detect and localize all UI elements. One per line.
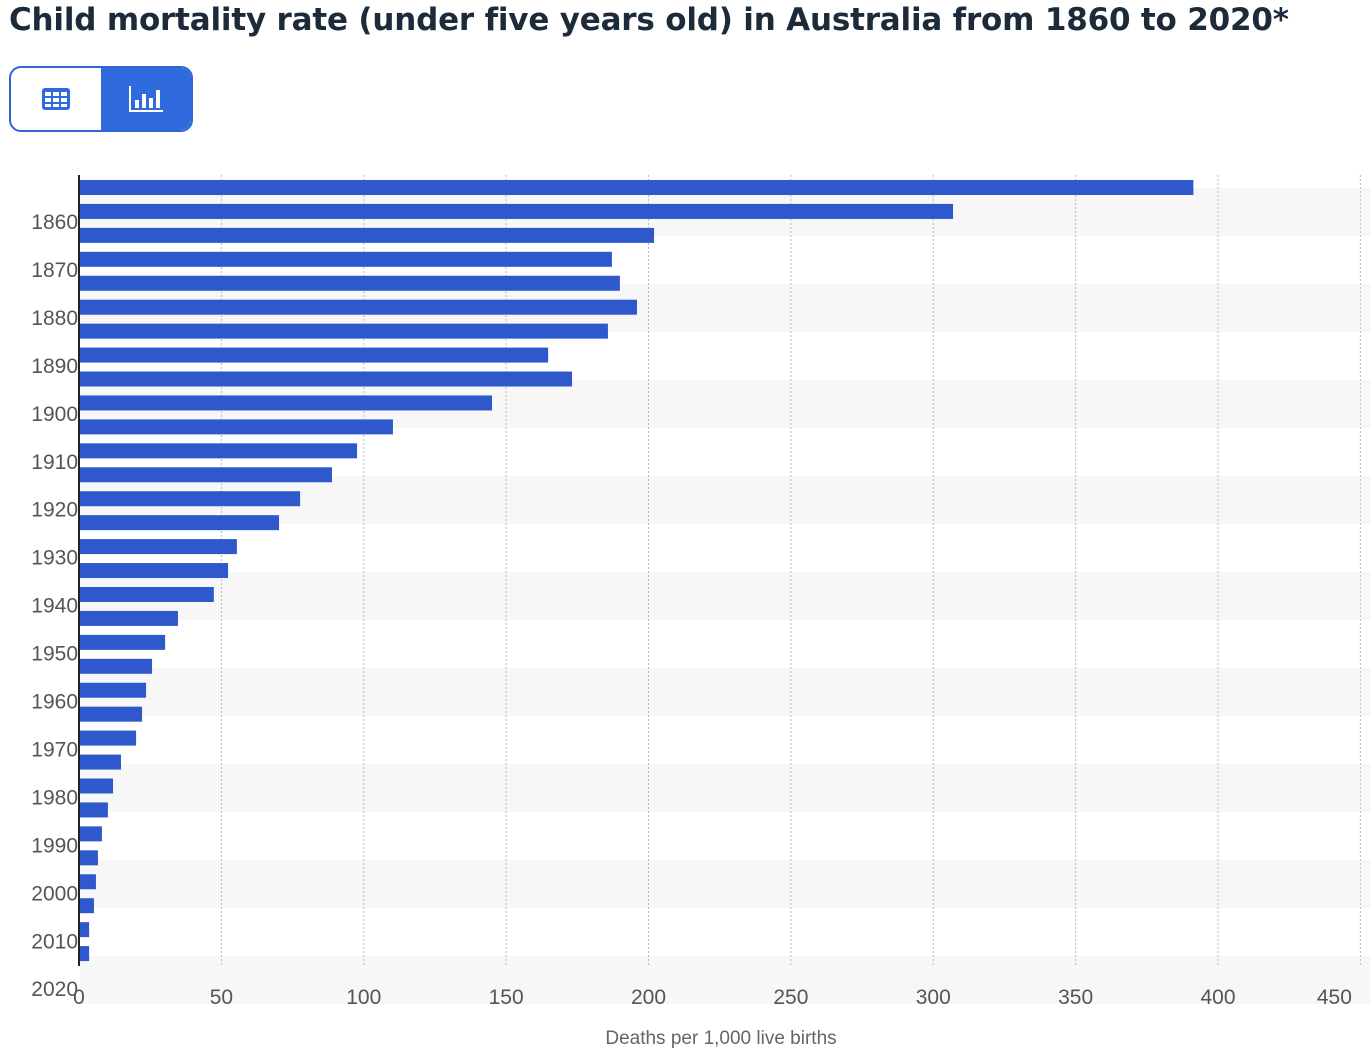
chart-title: Child mortality rate (under five years o… [9,2,1289,38]
x-tick-label: 400 [1200,986,1235,1009]
bar-1955[interactable] [80,634,166,650]
row-stripe [80,764,1370,812]
x-tick-label: 300 [916,986,951,1009]
x-tick-label: 0 [73,986,85,1009]
bar-1975[interactable] [80,730,137,746]
bar-2020[interactable] [80,946,90,962]
y-tick-label: 1870 [31,259,78,282]
y-tick-label: 2010 [31,930,78,953]
x-tick-label: 150 [489,986,524,1009]
x-tick-label: 200 [631,986,666,1009]
y-tick-label: 1880 [31,307,78,330]
bar-1935[interactable] [80,539,237,555]
bar-1885[interactable] [80,299,637,315]
row-stripe [80,860,1370,908]
table-icon [42,88,70,110]
bar-1920[interactable] [80,467,333,483]
bar-2000[interactable] [80,850,98,866]
bar-1890[interactable] [80,323,608,339]
bar-1970[interactable] [80,706,143,722]
bar-1960[interactable] [80,658,153,674]
chart-view-button[interactable] [101,68,191,130]
bar-1990[interactable] [80,802,108,818]
y-tick-label: 1890 [31,355,78,378]
bar-1985[interactable] [80,778,114,794]
x-tick-label: 100 [346,986,381,1009]
bar-1910[interactable] [80,419,393,435]
bar-1870[interactable] [80,227,655,243]
row-stripe [80,572,1370,620]
bar-1860[interactable] [80,180,1194,195]
x-tick-label: 350 [1058,986,1093,1009]
x-axis-label: Deaths per 1,000 live births [605,1028,836,1049]
bar-1925[interactable] [80,491,301,507]
bar-chart-icon [129,86,163,112]
bar-1900[interactable] [80,371,573,387]
bar-1880[interactable] [80,275,620,291]
y-tick-label: 1950 [31,643,78,666]
y-tick-label: 1990 [31,834,78,857]
bar-1945[interactable] [80,586,214,602]
y-tick-label: 1940 [31,595,78,618]
x-tick-label: 50 [210,986,233,1009]
x-tick-label: 250 [773,986,808,1009]
bar-1930[interactable] [80,515,280,531]
bar-1905[interactable] [80,395,493,411]
y-tick-label: 1960 [31,691,78,714]
bar-1965[interactable] [80,682,147,698]
bar-2005[interactable] [80,874,96,890]
bar-1980[interactable] [80,754,122,770]
bar-1950[interactable] [80,610,178,626]
x-tick-label: 450 [1317,986,1352,1009]
y-tick-label: 1970 [31,738,78,761]
y-tick-label: 2020 [31,978,78,1001]
row-stripe [80,668,1370,716]
y-tick-label: 1860 [31,211,78,234]
bar-1865[interactable] [80,203,954,219]
bar-2015[interactable] [80,922,90,938]
table-view-button[interactable] [11,68,101,130]
view-toggle [9,66,193,132]
bar-1940[interactable] [80,563,229,579]
y-tick-label: 1910 [31,451,78,474]
y-tick-label: 1930 [31,547,78,570]
y-tick-label: 1980 [31,786,78,809]
bar-1875[interactable] [80,251,612,267]
bar-1915[interactable] [80,443,358,459]
y-tick-label: 2000 [31,882,78,905]
bar-1895[interactable] [80,347,549,363]
bar-1995[interactable] [80,826,102,842]
y-tick-label: 1920 [31,499,78,522]
row-stripe [80,956,1370,1004]
bar-2010[interactable] [80,898,94,914]
y-tick-label: 1900 [31,403,78,426]
